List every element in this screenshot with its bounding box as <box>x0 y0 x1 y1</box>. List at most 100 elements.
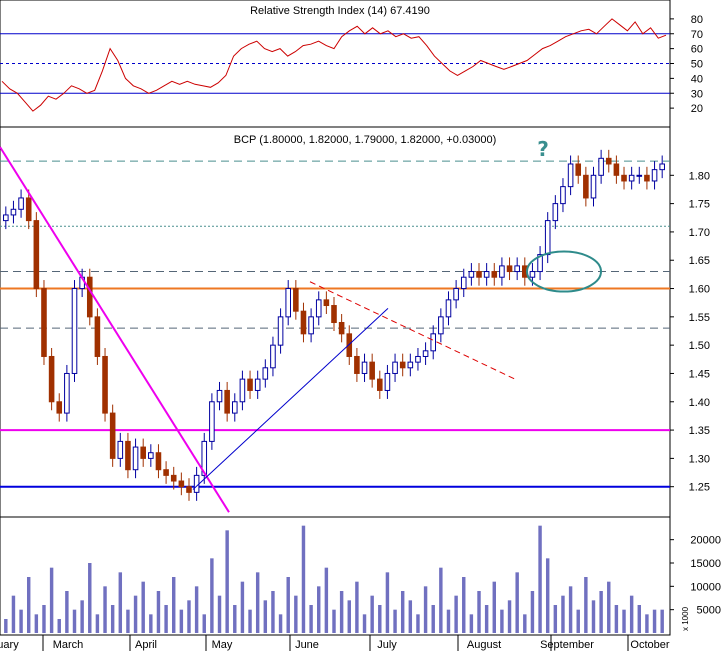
volume-bar <box>34 614 39 633</box>
candle-body <box>270 344 276 369</box>
candle-body <box>430 333 437 352</box>
volume-bar <box>568 586 573 633</box>
candle-body <box>254 378 261 391</box>
candle-body <box>323 299 330 307</box>
volume-bar <box>408 600 413 633</box>
volume-bar <box>179 609 184 633</box>
candle-body <box>460 276 467 290</box>
volume-bar <box>614 605 619 633</box>
candle-body <box>155 452 162 471</box>
rsi-tick-label: 20 <box>691 103 703 115</box>
candle-body <box>659 163 665 171</box>
candle-body <box>537 254 543 273</box>
volume-bar <box>225 530 229 633</box>
candle-body <box>3 214 9 222</box>
volume-bar <box>4 619 8 633</box>
volume-bar <box>507 600 512 633</box>
volume-bar <box>217 595 222 633</box>
price-title: BCP (1.80000, 1.82000, 1.79000, 1.82000,… <box>234 134 497 146</box>
volume-bar <box>271 591 275 633</box>
candle-body <box>468 271 475 278</box>
price-tick-label: 1.30 <box>689 453 710 465</box>
rsi-tick-label: 60 <box>691 44 703 56</box>
price-tick-label: 1.45 <box>689 368 710 380</box>
volume-bar <box>347 600 351 633</box>
candle-body <box>506 265 513 273</box>
candle-body <box>64 372 70 414</box>
volume-bar <box>462 577 466 633</box>
volume-bar <box>423 586 428 633</box>
month-label: July <box>377 639 397 651</box>
volume-bar <box>278 614 283 633</box>
volume-bar <box>538 525 542 633</box>
volume-bar <box>80 600 84 633</box>
volume-bar <box>500 609 504 633</box>
rsi-indicator <box>0 18 670 112</box>
price-tick-label: 1.80 <box>689 170 710 182</box>
candle-body <box>117 440 124 459</box>
candle-body <box>48 355 55 403</box>
month-label: August <box>467 639 501 651</box>
volume-bar <box>141 581 145 633</box>
candle-body <box>590 174 597 199</box>
volume-bar <box>416 614 420 633</box>
month-label: October <box>630 639 669 651</box>
price-candles <box>0 149 670 501</box>
volume-bars <box>4 525 664 633</box>
volume-bar <box>317 586 321 633</box>
candle-body <box>583 174 589 199</box>
candle-body <box>300 310 307 335</box>
volume-bar <box>599 591 603 633</box>
candle-body <box>140 446 146 459</box>
price-tick-label: 1.75 <box>689 199 710 211</box>
candle-body <box>544 220 551 256</box>
candle-body <box>201 440 208 476</box>
volume-bar <box>584 577 588 633</box>
candle-body <box>552 203 559 222</box>
volume-bar <box>19 609 23 633</box>
volume-bar <box>492 581 496 633</box>
candle-body <box>10 208 17 216</box>
downtrend-line <box>0 146 230 513</box>
candle-body <box>56 401 63 414</box>
volume-bar <box>309 605 313 633</box>
volume-bar <box>187 600 191 633</box>
candle-body <box>193 474 200 493</box>
volume-bar <box>523 614 527 633</box>
volume-bar <box>149 614 153 633</box>
volume-bar <box>156 591 161 633</box>
candle-body <box>41 288 47 357</box>
axes: 20 30 40 50 60 70 80 1.25 1.30 1.35 1.40 1.45 1.50 1.… <box>0 14 721 651</box>
volume-bar <box>660 609 664 633</box>
candle-body <box>346 333 353 357</box>
volume-bar <box>477 591 481 633</box>
price-tick-label: 1.40 <box>689 397 710 409</box>
volume-bar <box>332 609 336 633</box>
candle-body <box>178 480 185 488</box>
volume-tick-label: 5000 <box>697 605 721 617</box>
candle-body <box>598 157 604 176</box>
volume-tick-label: 20000 <box>690 535 721 547</box>
candle-body <box>407 361 414 369</box>
candle-body <box>422 350 429 357</box>
candle-body <box>361 361 368 374</box>
price-tick-label: 1.25 <box>689 482 710 494</box>
volume-bar <box>431 605 435 633</box>
candle-body <box>186 486 192 493</box>
candle-body <box>529 271 536 278</box>
month-label: May <box>212 639 233 651</box>
candle-body <box>170 474 177 482</box>
candle-body <box>499 265 505 278</box>
volume-bar <box>446 609 451 633</box>
volume-bar <box>645 614 649 633</box>
volume-bar <box>57 619 61 633</box>
price-tick-label: 1.55 <box>689 312 710 324</box>
candle-body <box>94 316 101 357</box>
volume-bar <box>11 595 16 633</box>
candle-body <box>514 265 520 273</box>
candle-body <box>331 305 337 324</box>
rsi-panel <box>0 0 671 128</box>
volume-bar <box>545 558 550 633</box>
candle-body <box>86 276 93 318</box>
